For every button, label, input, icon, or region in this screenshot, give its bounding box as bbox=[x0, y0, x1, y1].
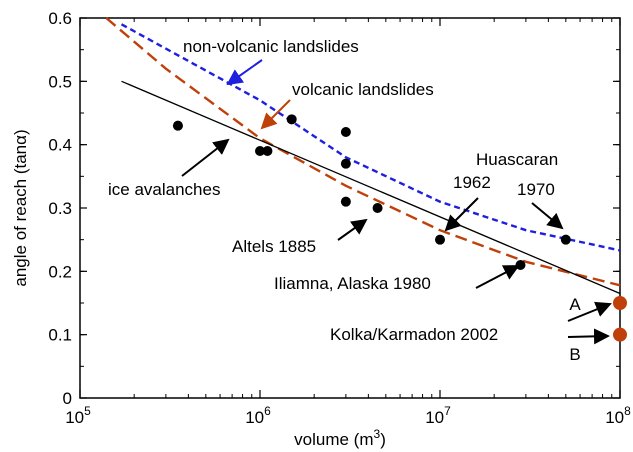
data-point bbox=[262, 146, 273, 156]
data-point bbox=[560, 234, 571, 245]
ice-arrow bbox=[181, 138, 230, 177]
x-tick-label: 106 bbox=[245, 404, 271, 427]
y-tick-label: 0.3 bbox=[48, 199, 72, 218]
annotation-labelA: A bbox=[569, 295, 581, 314]
y-axis-label: angle of reach (tanα) bbox=[11, 129, 30, 286]
data-point bbox=[286, 114, 297, 125]
data-point bbox=[172, 120, 183, 131]
kolka-a-arrow bbox=[567, 301, 612, 322]
data-point bbox=[372, 203, 383, 213]
annotation-y1970: 1970 bbox=[517, 180, 555, 199]
y-tick-label: 0.6 bbox=[48, 9, 72, 28]
y-tick-label: 0 bbox=[63, 389, 72, 408]
non-volcanic-landslides-curve bbox=[120, 23, 621, 252]
annotation-kolka: Kolka/Karmadon 2002 bbox=[330, 325, 498, 344]
x-axis-label-sup: 3 bbox=[374, 427, 381, 441]
y-tick-label: 0.4 bbox=[48, 136, 72, 155]
annotation-labelB: B bbox=[569, 345, 580, 364]
kolka-b-arrow bbox=[567, 328, 610, 345]
axis-ticks: 0 0.1 0.2 0.3 0.4 0.5 0.6 105 106 107 108 bbox=[48, 9, 631, 427]
iliamna-arrow bbox=[475, 265, 520, 289]
y1962-arrow bbox=[444, 197, 479, 232]
data-point bbox=[340, 158, 351, 169]
annotation-non-volcanic: non-volcanic landslides bbox=[183, 37, 359, 56]
data-point bbox=[340, 196, 351, 207]
non-volcanic-arrow bbox=[226, 59, 263, 86]
annotation-ice: ice avalanches bbox=[108, 180, 220, 199]
x-tick-label: 105 bbox=[65, 404, 91, 427]
x-tick-label: 108 bbox=[605, 404, 631, 427]
volcanic-landslides-curve bbox=[105, 17, 621, 287]
series-layer bbox=[105, 17, 627, 342]
data-point bbox=[255, 146, 265, 156]
altels-arrow bbox=[337, 218, 368, 241]
volcanic-arrow bbox=[260, 99, 291, 130]
annotation-y1962: 1962 bbox=[453, 173, 491, 192]
annotation-altels: Altels 1885 bbox=[232, 237, 316, 256]
x-tick-label: 107 bbox=[425, 404, 451, 427]
ice-avalanches-curve bbox=[121, 80, 621, 295]
annotation-layer: non-volcanic landslides volcanic landslid… bbox=[108, 37, 612, 364]
y-tick-label: 0.1 bbox=[48, 326, 72, 345]
y-tick-label: 0.5 bbox=[48, 72, 72, 91]
data-point bbox=[435, 234, 445, 245]
x-axis-label: volume (m3) bbox=[294, 427, 386, 449]
annotation-huascaran: Huascaran bbox=[476, 150, 558, 169]
annotation-volcanic: volcanic landslides bbox=[292, 80, 434, 99]
y-tick-label: 0.2 bbox=[48, 262, 72, 281]
annotation-iliamna: Iliamna, Alaska 1980 bbox=[274, 274, 431, 293]
kolka-point bbox=[613, 296, 627, 310]
y1970-arrow bbox=[531, 202, 564, 230]
data-point bbox=[340, 127, 351, 137]
kolka-point bbox=[613, 327, 627, 342]
data-point bbox=[515, 260, 526, 270]
